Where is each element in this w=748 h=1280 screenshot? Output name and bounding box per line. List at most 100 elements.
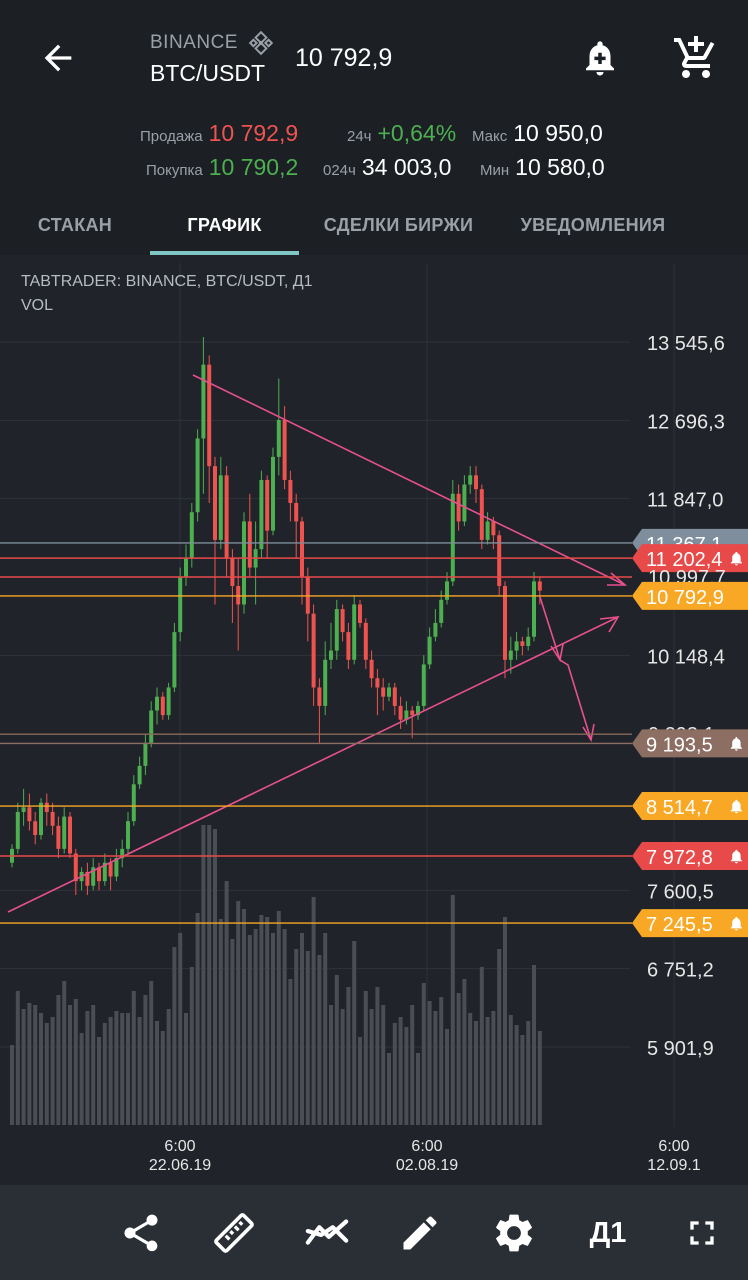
chart-canvas[interactable]: 11 367,111 202,410 997,710 792,99 293,19… [0,255,748,1185]
price-level-label: 9 193,5 [646,734,713,756]
candle-body [445,581,449,600]
candle-body [242,521,246,605]
volume-bar [178,933,183,1125]
volume-bar [137,1017,142,1125]
volume-bar [474,1021,478,1125]
volume-bar [184,1013,188,1125]
max-value: 10 950,0 [513,120,603,146]
ruler-button[interactable] [206,1205,262,1261]
volume-bar [166,1009,171,1125]
volume-bar [445,1029,449,1125]
price-level-badge [632,581,748,610]
add-to-cart-button[interactable] [666,30,726,86]
alert-bell-icon [730,737,742,751]
candle-body [311,613,316,688]
candle-body [73,853,78,882]
chart-subtitle: VOL [21,297,54,314]
change-label: 24ч [347,128,372,145]
price-level-badge [632,792,748,821]
price-level-badge [632,841,748,870]
candle-body [265,479,270,531]
volume-bar [201,825,206,1125]
volume-bar [10,1045,14,1125]
forecast-arrowhead-2 [582,723,595,743]
back-button[interactable] [28,28,88,88]
volume-bar [317,955,322,1125]
volume-bar [108,1017,113,1125]
tab-order-book[interactable]: СТАКАН [37,215,113,235]
volume-bar [50,1017,55,1125]
candle-body [97,867,101,882]
price-level-badge [632,909,748,938]
candle-body [526,636,531,646]
price-chart[interactable]: 11 367,111 202,410 997,710 792,99 293,19… [0,255,748,1185]
volume-bar [155,1021,159,1125]
volume-bar [62,981,67,1125]
candle-body [218,475,223,540]
price-tick-label: 12 696,3 [647,411,725,433]
change-stat: 24ч +0,64% [347,120,456,147]
candle-body [126,821,130,849]
pair-name: BTC/USDT [150,60,265,86]
candle-body [450,493,455,582]
candle-body [503,586,507,660]
tab-chart[interactable]: ГРАФИК [150,196,299,255]
max-stat: Макс 10 950,0 [472,120,603,147]
indicators-button[interactable] [299,1205,355,1261]
volume-bar [532,965,536,1125]
price-tick-label: 6 751,2 [647,960,714,982]
tab-exchange-trades[interactable]: СДЕЛКИ БИРЖИ [323,215,474,235]
candle-body [184,558,188,577]
alert-bell-icon [730,849,742,864]
tab-notifications[interactable]: УВЕДОМЛЕНИЯ [520,215,666,235]
volume-bar [468,1013,473,1125]
candle-body [195,438,200,513]
volume-bar [358,1037,362,1125]
date-tick-label: 02.08.19 [396,1157,458,1174]
interval-button[interactable]: Д1 [589,1216,627,1249]
volume-bar [149,981,154,1125]
volume-bar [503,917,507,1125]
time-tick-label: 6:00 [658,1138,689,1155]
share-button[interactable] [113,1205,169,1261]
chart-grid [0,263,675,1127]
candle-body [294,503,299,522]
trendline-lower [7,616,619,913]
volume-bar [398,1017,403,1125]
alert-bell-icon [730,916,742,931]
volume-bar [416,1053,420,1125]
volume-bars [10,825,542,1125]
volume-bar [514,1025,519,1125]
price-level-label: 7 245,5 [646,914,713,936]
draw-button[interactable] [392,1205,448,1261]
candle-body [288,479,293,504]
volume-stat: 024ч 34 003,0 [323,154,451,181]
candle-body [189,512,194,559]
volume-bar [68,1005,72,1125]
volume-bar [508,1015,513,1125]
volume-bar [120,1013,125,1125]
candle-body [363,622,368,660]
volume-bar [282,929,287,1125]
candle-body [433,622,438,637]
fullscreen-button[interactable] [674,1205,730,1261]
date-tick-label: 12.09.1 [647,1157,700,1174]
add-alert-button[interactable] [572,30,628,86]
price-level-label: 10 792,9 [646,587,724,609]
forecast-arrowhead-1 [550,643,564,663]
volume-bar [79,1033,84,1125]
candle-body [160,696,165,716]
volume-bar [323,933,328,1125]
volume-bar [207,825,212,1125]
candle-body [143,742,148,766]
volume-bar [491,1011,496,1125]
candle-body [375,678,380,688]
settings-button[interactable] [486,1205,542,1261]
trend-lines [7,374,628,913]
volume-bar [462,979,467,1125]
candle-body [334,609,339,651]
candle-body [300,521,304,577]
candle-body [537,581,542,591]
pencil-icon [403,1216,437,1250]
min-stat: Мин 10 580,0 [480,154,605,181]
